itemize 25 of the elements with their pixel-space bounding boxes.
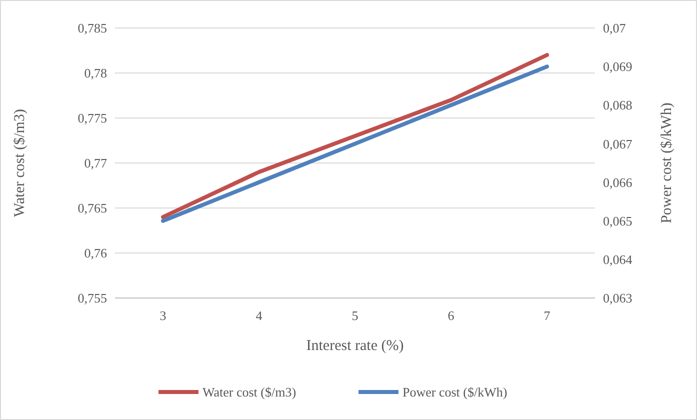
- y-tick-label: 0,775: [78, 110, 107, 126]
- y2-tick-label: 0,07: [603, 20, 626, 36]
- y2-tick-label: 0,068: [603, 98, 632, 113]
- y2-tick-label: 0,067: [603, 136, 633, 152]
- x-tick-label: 3: [160, 308, 166, 323]
- x-tick-label: 7: [544, 308, 551, 323]
- x-tick-label: 6: [448, 308, 455, 323]
- y2-tick-label: 0,065: [603, 213, 632, 228]
- y2-tick-label: 0,066: [603, 174, 633, 190]
- y2-tick-label: 0,063: [603, 290, 632, 306]
- y-tick-label: 0,765: [78, 200, 107, 216]
- y-tick-label: 0,77: [84, 156, 108, 171]
- legend-label: Power cost ($/kWh): [402, 384, 508, 400]
- y-tick-label: 0,785: [78, 20, 107, 36]
- y2-tick-label: 0,069: [603, 59, 632, 74]
- x-axis-title: Interest rate (%): [306, 338, 404, 354]
- x-tick-label: 4: [256, 308, 263, 323]
- y-axis-title: Water cost ($/m3): [12, 109, 28, 217]
- y-tick-label: 0,76: [84, 246, 108, 261]
- y-tick-label: 0,755: [78, 290, 107, 306]
- y2-tick-label: 0,064: [603, 252, 633, 267]
- y2-axis-title: Power cost ($/kWh): [659, 102, 675, 224]
- y-tick-label: 0,78: [84, 66, 107, 81]
- x-tick-label: 5: [352, 308, 358, 323]
- legend-label: Water cost ($/m3): [202, 384, 296, 400]
